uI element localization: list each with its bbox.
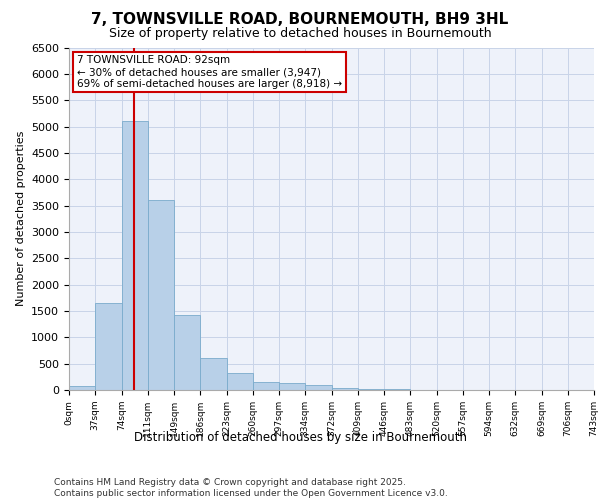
Bar: [331, 388, 358, 390]
Text: Size of property relative to detached houses in Bournemouth: Size of property relative to detached ho…: [109, 28, 491, 40]
Text: Distribution of detached houses by size in Bournemouth: Distribution of detached houses by size …: [133, 431, 467, 444]
Y-axis label: Number of detached properties: Number of detached properties: [16, 131, 26, 306]
Bar: [69, 386, 95, 390]
Bar: [95, 303, 121, 390]
Bar: [121, 122, 148, 390]
Bar: [358, 389, 384, 390]
Bar: [227, 373, 253, 390]
Bar: [253, 382, 279, 390]
Bar: [174, 315, 200, 390]
Bar: [200, 358, 227, 390]
Text: 7 TOWNSVILLE ROAD: 92sqm
← 30% of detached houses are smaller (3,947)
69% of sem: 7 TOWNSVILLE ROAD: 92sqm ← 30% of detach…: [77, 56, 342, 88]
Bar: [305, 386, 331, 390]
Text: 7, TOWNSVILLE ROAD, BOURNEMOUTH, BH9 3HL: 7, TOWNSVILLE ROAD, BOURNEMOUTH, BH9 3HL: [91, 12, 509, 28]
Bar: [148, 200, 174, 390]
Text: Contains HM Land Registry data © Crown copyright and database right 2025.
Contai: Contains HM Land Registry data © Crown c…: [54, 478, 448, 498]
Bar: [279, 383, 305, 390]
